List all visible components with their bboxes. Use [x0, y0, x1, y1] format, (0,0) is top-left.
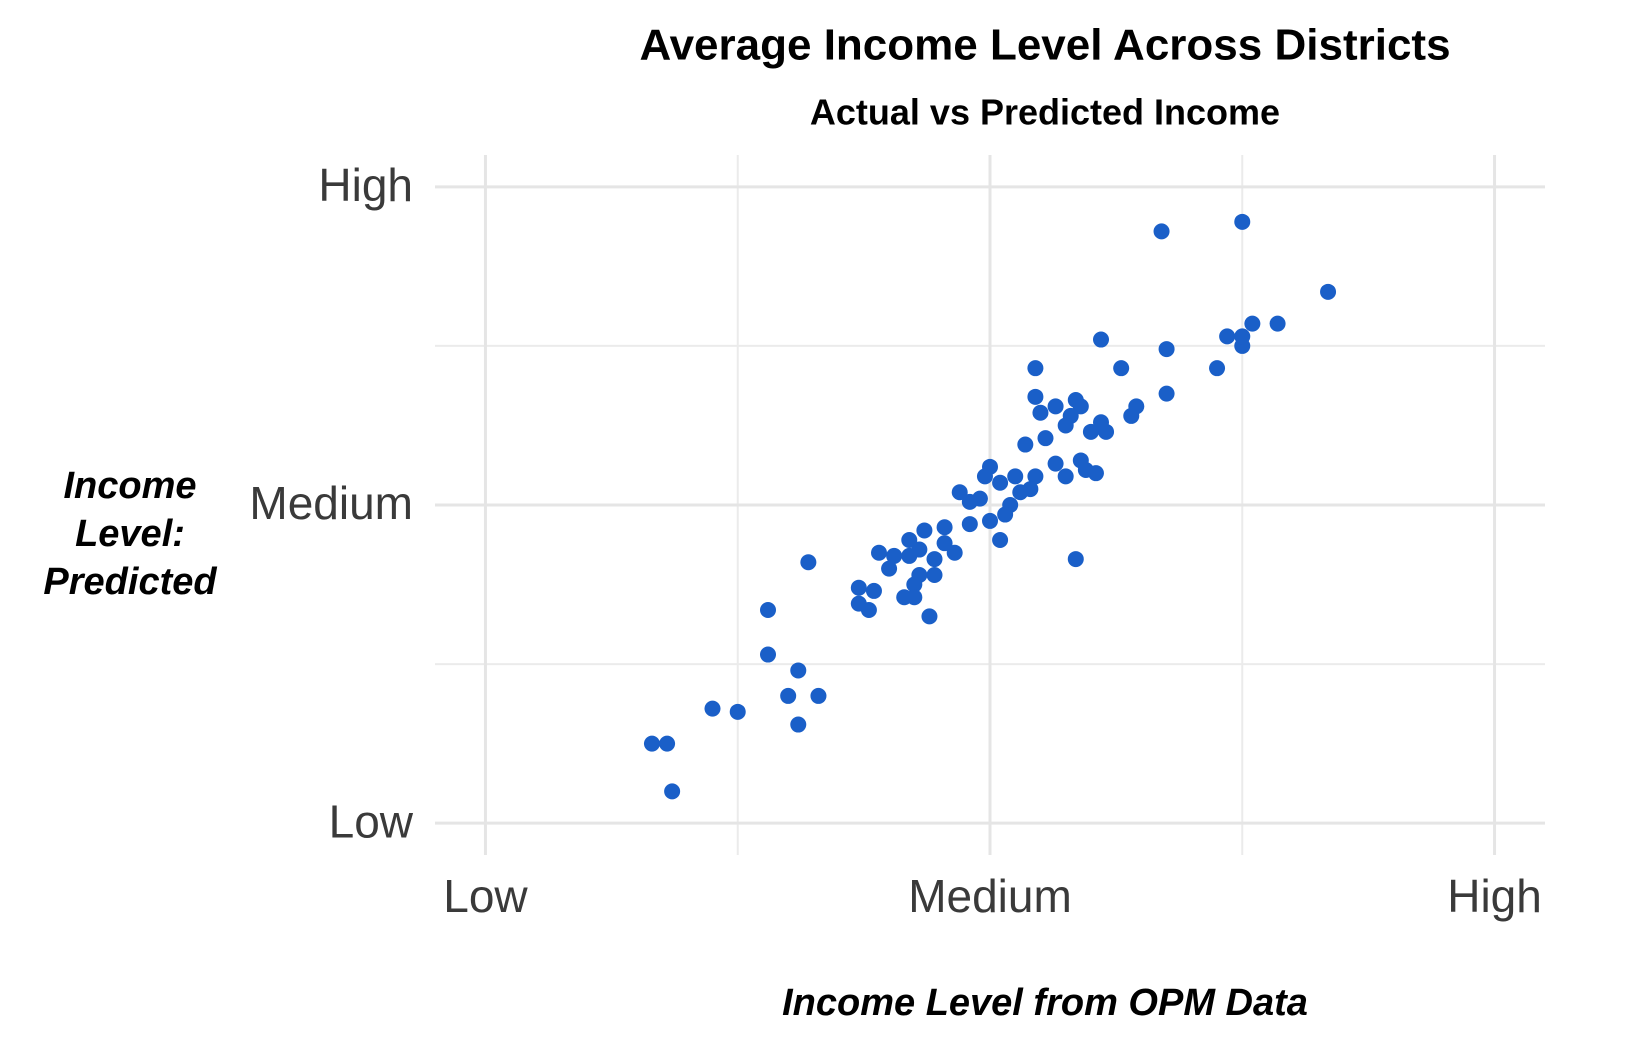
- y-tick-label: Medium: [249, 477, 413, 529]
- point: [810, 687, 827, 704]
- point: [1320, 283, 1337, 300]
- point: [760, 602, 776, 618]
- point: [901, 532, 918, 548]
- point: [881, 560, 898, 577]
- point: [951, 484, 968, 501]
- point: [1012, 484, 1029, 501]
- point: [992, 474, 1009, 491]
- point: [1128, 398, 1145, 415]
- point: [1047, 455, 1064, 472]
- point: [886, 547, 903, 564]
- point: [997, 506, 1014, 523]
- point: [760, 646, 776, 663]
- point: [1244, 315, 1261, 332]
- point: [1098, 423, 1115, 440]
- point: [1158, 385, 1175, 402]
- point: [664, 783, 681, 800]
- point: [1269, 315, 1286, 332]
- point: [1234, 213, 1251, 230]
- point: [1093, 331, 1109, 348]
- point: [906, 589, 923, 606]
- point: [1158, 341, 1175, 358]
- point: [1153, 223, 1170, 240]
- point: [1057, 468, 1074, 485]
- point: [729, 703, 746, 720]
- y-axis-title: Income Level: Predicted: [43, 465, 217, 603]
- point: [906, 576, 923, 593]
- point: [1027, 388, 1044, 405]
- y-tick-label: High: [318, 159, 413, 211]
- x-tick-label: High: [1447, 870, 1542, 922]
- point: [659, 735, 676, 752]
- point: [961, 493, 978, 510]
- point: [982, 512, 998, 529]
- point: [850, 579, 867, 596]
- point: [643, 735, 660, 752]
- point: [790, 662, 807, 679]
- y-tick-label: Low: [329, 795, 414, 847]
- point: [1067, 551, 1084, 568]
- point: [976, 468, 993, 485]
- point: [946, 544, 963, 561]
- point: [936, 519, 953, 536]
- point: [790, 716, 807, 733]
- point: [1027, 360, 1044, 377]
- point: [1113, 360, 1130, 377]
- point: [1027, 468, 1044, 485]
- point: [936, 535, 953, 552]
- point: [1087, 465, 1104, 482]
- point: [1234, 328, 1251, 345]
- point: [926, 551, 943, 568]
- point: [992, 532, 1009, 548]
- x-axis-title: Income Level from OPM Data: [782, 982, 1308, 1024]
- point: [926, 567, 943, 583]
- point: [1082, 423, 1099, 440]
- point: [1057, 417, 1074, 434]
- point: [800, 554, 817, 571]
- point: [901, 547, 918, 564]
- point: [1007, 468, 1024, 485]
- point: [780, 687, 797, 704]
- point: [1037, 430, 1054, 447]
- point: [916, 522, 933, 539]
- point: [1032, 404, 1049, 421]
- x-tick-label: Medium: [908, 870, 1072, 922]
- point: [704, 700, 721, 717]
- point: [1219, 328, 1236, 345]
- point: [860, 602, 877, 618]
- point: [1017, 436, 1034, 453]
- x-tick-label: Low: [443, 870, 528, 922]
- point: [1209, 360, 1226, 377]
- point: [921, 608, 938, 625]
- chart-subtitle: Actual vs Predicted Income: [810, 92, 1280, 133]
- chart-title: Average Income Level Across Districts: [639, 21, 1450, 70]
- point: [865, 582, 882, 599]
- point: [1072, 398, 1089, 415]
- point: [961, 516, 978, 533]
- point: [871, 544, 887, 561]
- point: [1047, 398, 1064, 415]
